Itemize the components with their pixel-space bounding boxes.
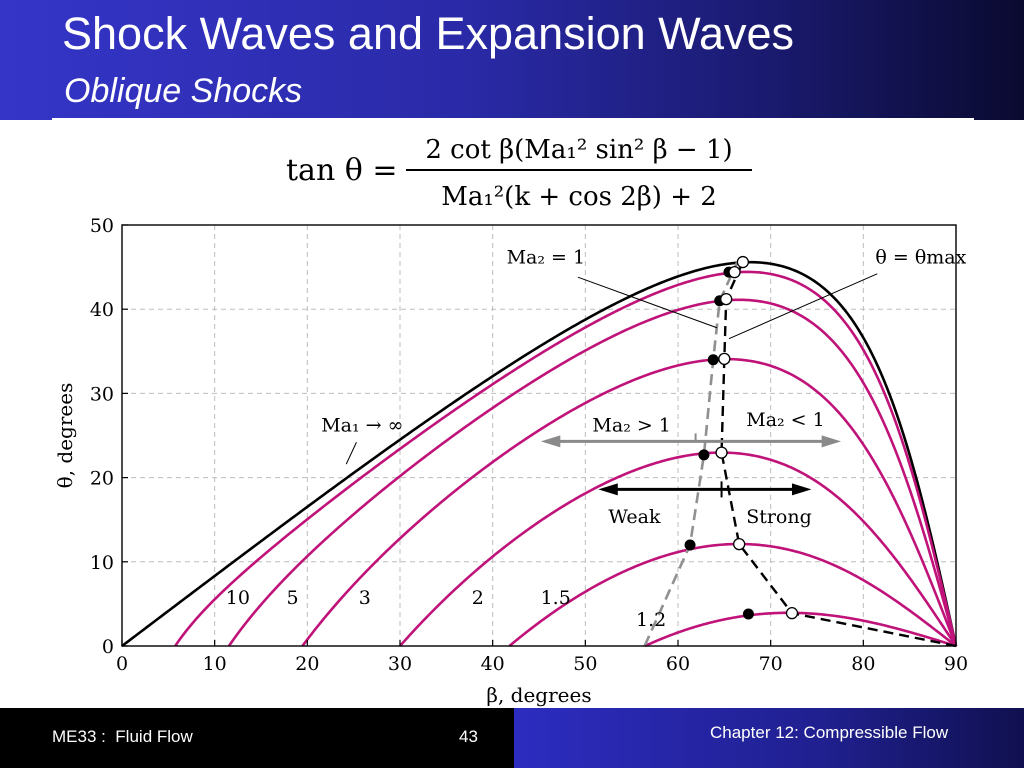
- series-label-5: 1.5: [541, 587, 571, 609]
- annotations: 10 5 3 2 1.5 1.2 Ma₁ → ∞ Ma₂ = 1 θ = θmax Ma₂ > 1…: [226, 247, 967, 631]
- series-label-1: 10: [226, 587, 250, 609]
- sonic-locus-label: Ma₂ = 1: [507, 247, 585, 269]
- sonic-point-marker: [698, 449, 710, 461]
- title-bar: Shock Waves and Expansion Waves Oblique …: [0, 0, 1024, 120]
- x-tick-label: 70: [759, 653, 783, 675]
- strong-shock-label: Strong: [746, 506, 812, 528]
- equation-denominator: Ma₁²(k + cos 2β) + 2: [441, 182, 717, 212]
- shock-strength-right-head: [791, 483, 812, 496]
- grid: [122, 225, 956, 646]
- max-deflection-marker: [720, 292, 733, 306]
- ma2-subsonic-label: Ma₂ < 1: [746, 409, 825, 431]
- equation-lhs: tan θ =: [286, 153, 398, 188]
- max-deflection-marker: [718, 352, 731, 366]
- series-label-4: 2: [472, 587, 484, 609]
- sonic-locus-leader: [577, 276, 718, 329]
- x-axis-label: β, degrees: [486, 683, 591, 707]
- page-subtitle: Oblique Shocks: [64, 72, 303, 110]
- series-line-5: [508, 542, 957, 648]
- equation: tan θ = 2 cot β(Ma₁² sin² β − 1) Ma₁²(k …: [286, 135, 752, 212]
- footer-left: ME33 : Fluid Flow 43: [0, 708, 514, 768]
- series-label-2: 5: [286, 587, 298, 609]
- max-deflection-marker: [736, 255, 750, 269]
- series-line-6: [644, 611, 957, 648]
- y-tick-label: 10: [90, 552, 114, 574]
- footer-course: ME33 : Fluid Flow: [52, 727, 193, 746]
- x-tick-label: 20: [295, 653, 319, 675]
- ma2-supersonic-label: Ma₂ > 1: [592, 414, 671, 436]
- x-tick-label: 0: [116, 653, 128, 675]
- region-arrow-right-head: [821, 435, 842, 448]
- max-deflection-locus-line: [720, 261, 957, 648]
- plot-area: [121, 255, 958, 648]
- x-tick-label: 10: [203, 653, 227, 675]
- x-tick-label: 40: [481, 653, 505, 675]
- page-title: Shock Waves and Expansion Waves: [62, 8, 795, 59]
- x-tick-label: 50: [573, 653, 597, 675]
- footer-right: Chapter 12: Compressible Flow: [514, 708, 1024, 768]
- series-line-1: [174, 270, 958, 647]
- equation-numerator: 2 cot β(Ma₁² sin² β − 1): [425, 135, 732, 165]
- max-deflection-label: θ = θmax: [875, 247, 966, 269]
- series-line-4: [399, 451, 958, 647]
- series-label-6: 1.2: [636, 609, 666, 631]
- series-label-0: Ma₁ → ∞: [321, 414, 403, 436]
- x-tick-label: 80: [851, 653, 875, 675]
- y-axis-label: θ, degrees: [53, 383, 77, 489]
- series-line-3: [301, 357, 958, 647]
- max-deflection-marker: [785, 607, 799, 620]
- weak-shock-label: Weak: [608, 506, 661, 528]
- region-arrow-left-head: [540, 435, 561, 448]
- sonic-point-marker: [742, 608, 754, 620]
- y-tick-label: 40: [90, 299, 114, 321]
- y-tick-label: 30: [90, 383, 114, 405]
- x-tick-label: 30: [388, 653, 412, 675]
- y-tick-label: 20: [90, 468, 114, 490]
- max-deflection-marker: [715, 446, 728, 459]
- series-label-leader: [345, 442, 357, 465]
- series-label-3: 3: [359, 587, 371, 609]
- plot-frame: [121, 224, 957, 647]
- max-deflection-leader: [728, 273, 878, 340]
- footer-chapter: Chapter 12: Compressible Flow: [710, 723, 949, 742]
- series-line-2: [227, 298, 958, 647]
- max-deflection-marker: [733, 537, 746, 551]
- y-tick-label: 0: [102, 636, 114, 658]
- x-tick-label: 60: [666, 653, 690, 675]
- axes: 0 10 20 30 40 50 60 70 80 90 0 10 20 30 40 50 β, degrees…: [53, 215, 968, 707]
- sonic-point-marker: [707, 354, 719, 366]
- footer-page-number: 43: [459, 727, 478, 746]
- oblique-shock-figure: tan θ = 2 cot β(Ma₁² sin² β − 1) Ma₁²(k …: [52, 118, 974, 708]
- sonic-point-marker: [684, 539, 696, 551]
- x-tick-label: 90: [944, 653, 968, 675]
- max-deflection-marker: [728, 266, 741, 279]
- series-line-0: [121, 260, 958, 648]
- theta-beta-mach-chart: tan θ = 2 cot β(Ma₁² sin² β − 1) Ma₁²(k …: [53, 135, 968, 707]
- y-tick-label: 50: [90, 215, 114, 237]
- shock-strength-left-head: [598, 483, 618, 496]
